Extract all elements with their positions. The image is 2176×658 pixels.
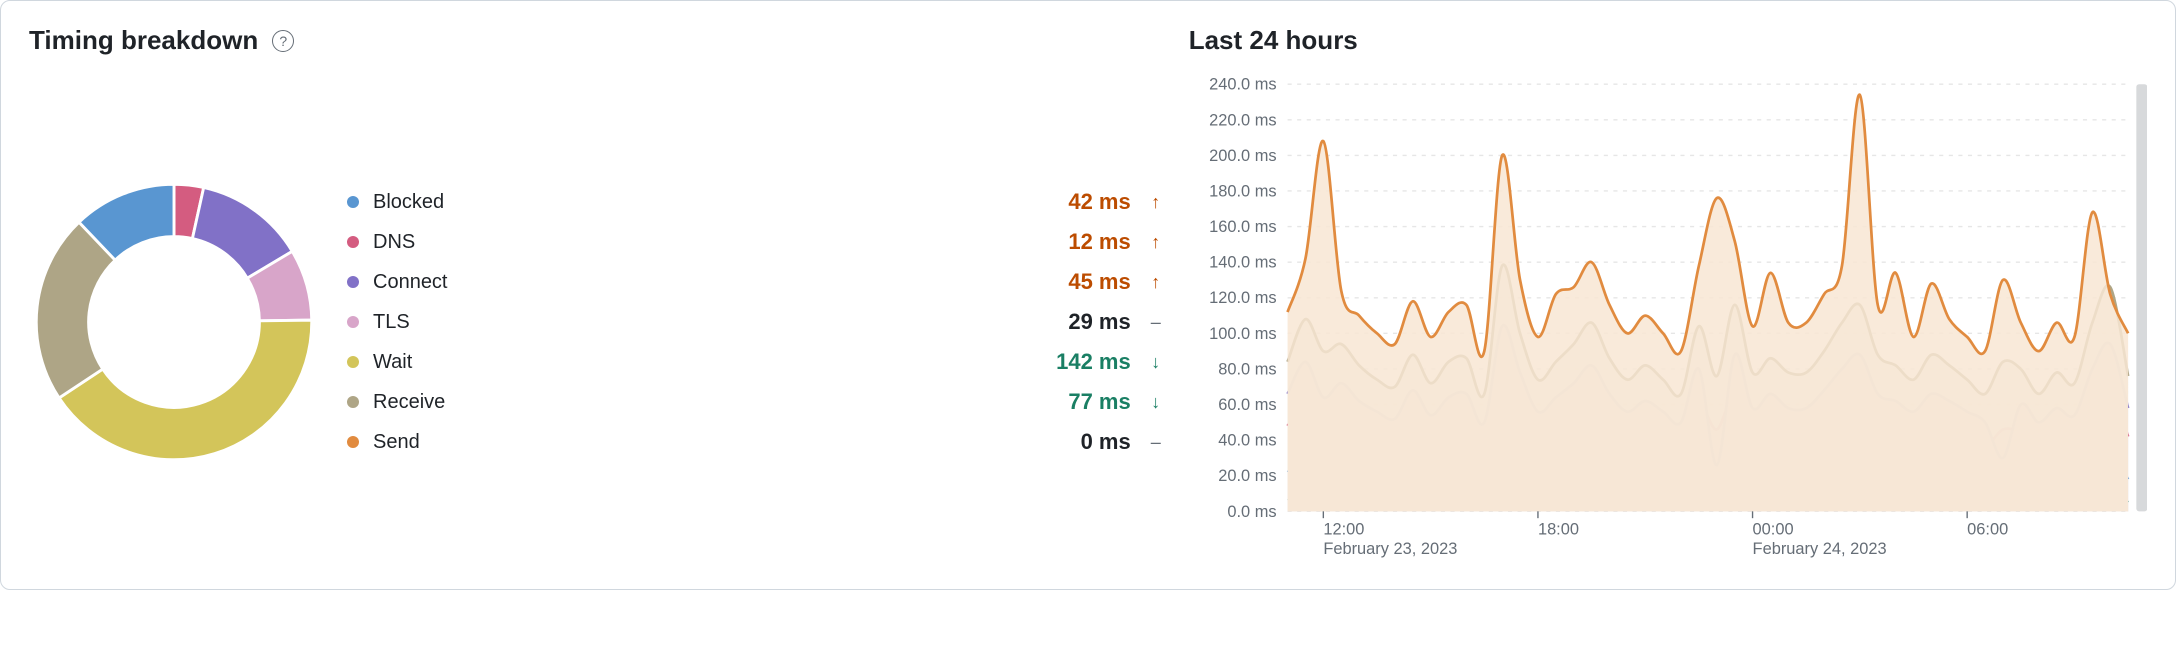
y-tick-label: 160.0 ms [1209, 218, 1276, 236]
y-tick-label: 60.0 ms [1218, 396, 1276, 414]
y-tick-label: 180.0 ms [1209, 182, 1276, 200]
wait-trend-icon: ↓ [1145, 352, 1167, 373]
connect-value: 45 ms [1039, 269, 1131, 295]
receive-bullet-icon [347, 396, 359, 408]
y-tick-label: 0.0 ms [1227, 503, 1276, 521]
y-tick-label: 220.0 ms [1209, 111, 1276, 129]
y-tick-label: 80.0 ms [1218, 360, 1276, 378]
legend-row-tls[interactable]: TLS 29 ms– [347, 309, 1167, 335]
send-value: 0 ms [1039, 429, 1131, 455]
tls-label: TLS [373, 311, 1025, 334]
donut-slice-wait[interactable] [59, 321, 312, 461]
chart-scrollbar[interactable] [2136, 84, 2147, 511]
blocked-label: Blocked [373, 191, 1025, 214]
x-tick-date: February 24, 2023 [1752, 540, 1886, 558]
timing-body: Blocked 42 ms ↑ DNS 12 ms ↑ Connect 45 ms ↑ TLS 29… [29, 76, 1173, 569]
y-tick-label: 20.0 ms [1218, 467, 1276, 485]
blocked-value: 42 ms [1039, 189, 1131, 215]
y-tick-label: 140.0 ms [1209, 254, 1276, 272]
history-panel: Last 24 hours 240.0 ms 220.0 ms 200.0 ms 18… [1189, 25, 2147, 569]
y-tick-label: 120.0 ms [1209, 289, 1276, 307]
x-tick-time: 06:00 [1967, 521, 2008, 539]
legend-row-receive[interactable]: Receive 77 ms ↓ [347, 389, 1167, 415]
wait-label: Wait [373, 351, 1025, 374]
legend-row-wait[interactable]: Wait 142 ms ↓ [347, 349, 1167, 375]
y-tick-label: 100.0 ms [1209, 325, 1276, 343]
wait-bullet-icon [347, 356, 359, 368]
blocked-trend-icon: ↑ [1145, 192, 1167, 213]
receive-trend-icon: ↓ [1145, 392, 1167, 413]
connect-label: Connect [373, 271, 1025, 294]
timing-title-text: Timing breakdown [29, 25, 258, 56]
donut-chart [29, 177, 319, 467]
connect-bullet-icon [347, 276, 359, 288]
series-area-orange [1287, 95, 2128, 512]
legend-row-connect[interactable]: Connect 45 ms ↑ [347, 269, 1167, 295]
tls-bullet-icon [347, 316, 359, 328]
history-chart[interactable]: 240.0 ms 220.0 ms 200.0 ms 180.0 ms 160.0 ms… [1189, 76, 2147, 569]
legend-row-send[interactable]: Send 0 ms– [347, 429, 1167, 455]
x-tick-date: February 23, 2023 [1323, 540, 1457, 558]
receive-label: Receive [373, 391, 1025, 414]
timing-title: Timing breakdown ? [29, 25, 1173, 56]
tls-trend-icon: – [1145, 312, 1167, 333]
blocked-bullet-icon [347, 196, 359, 208]
timing-breakdown-panel: Timing breakdown ? Blocked 42 ms ↑ DNS 12 ms… [29, 25, 1173, 569]
history-title: Last 24 hours [1189, 25, 2147, 56]
y-tick-label: 240.0 ms [1209, 76, 1276, 94]
connect-trend-icon: ↑ [1145, 272, 1167, 293]
send-bullet-icon [347, 436, 359, 448]
dns-value: 12 ms [1039, 229, 1131, 255]
timing-card: Timing breakdown ? Blocked 42 ms ↑ DNS 12 ms… [0, 0, 2176, 590]
y-tick-label: 40.0 ms [1218, 432, 1276, 450]
timing-legend: Blocked 42 ms ↑ DNS 12 ms ↑ Connect 45 ms ↑ TLS 29… [347, 189, 1173, 455]
dns-trend-icon: ↑ [1145, 232, 1167, 253]
help-icon[interactable]: ? [272, 30, 294, 52]
send-label: Send [373, 431, 1025, 454]
dns-label: DNS [373, 231, 1025, 254]
history-title-text: Last 24 hours [1189, 25, 1358, 56]
x-tick-time: 18:00 [1538, 521, 1579, 539]
receive-value: 77 ms [1039, 389, 1131, 415]
legend-row-dns[interactable]: DNS 12 ms ↑ [347, 229, 1167, 255]
x-tick-time: 12:00 [1323, 521, 1364, 539]
tls-value: 29 ms [1039, 309, 1131, 335]
send-trend-icon: – [1145, 432, 1167, 453]
dns-bullet-icon [347, 236, 359, 248]
x-tick-time: 00:00 [1752, 521, 1793, 539]
legend-row-blocked[interactable]: Blocked 42 ms ↑ [347, 189, 1167, 215]
wait-value: 142 ms [1039, 349, 1131, 375]
y-tick-label: 200.0 ms [1209, 147, 1276, 165]
